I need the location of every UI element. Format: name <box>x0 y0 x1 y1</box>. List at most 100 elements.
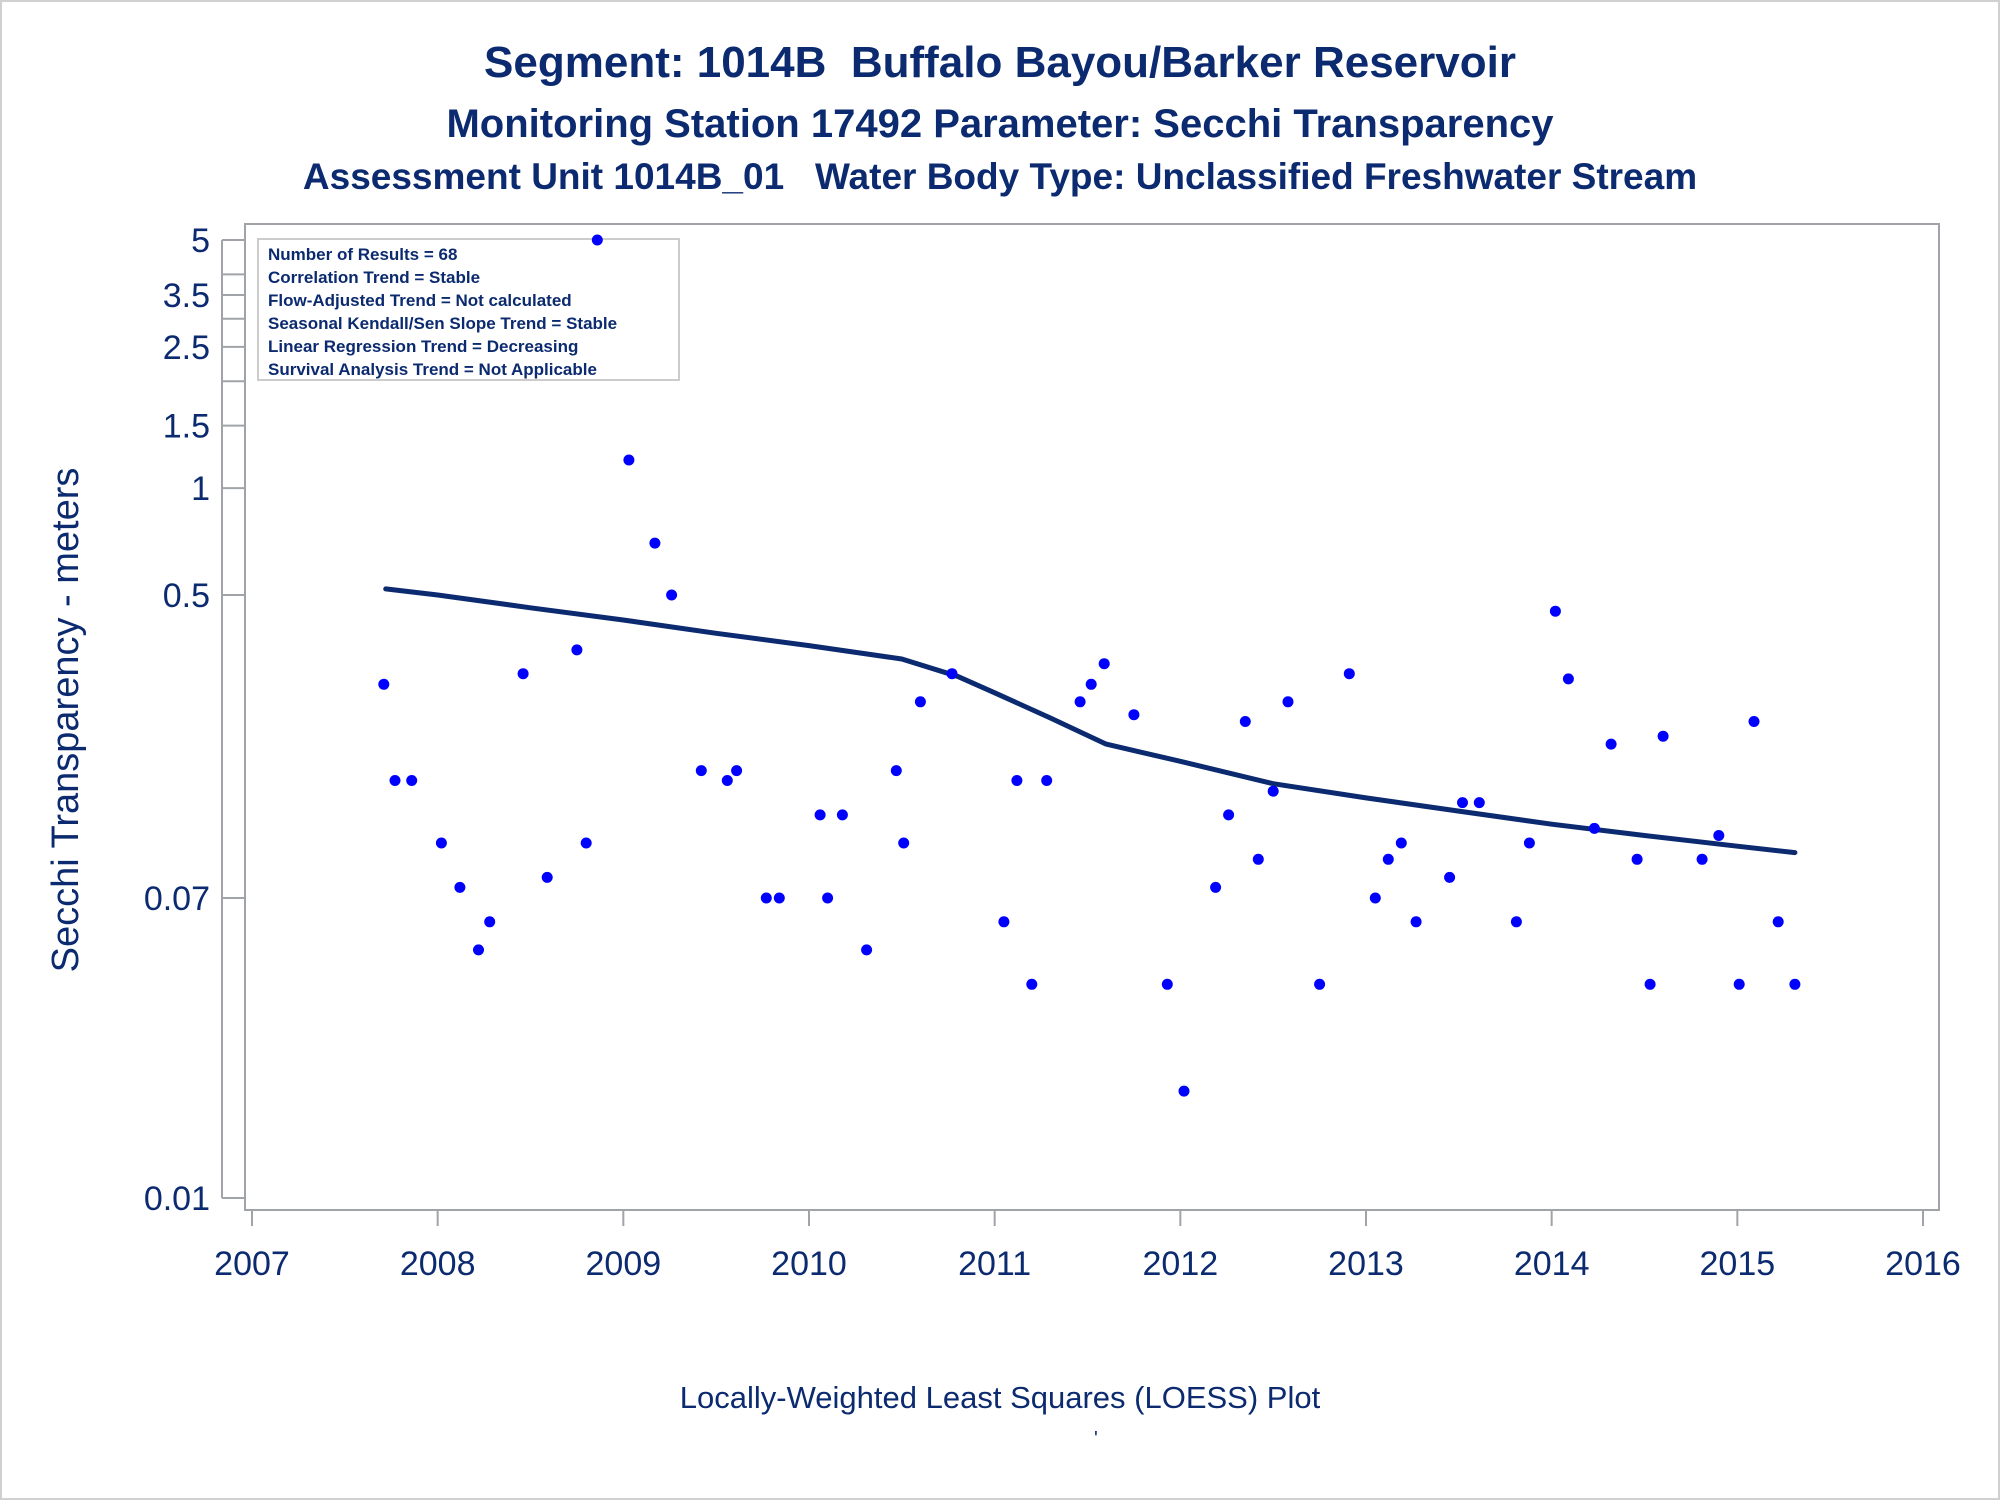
data-point <box>1041 775 1053 786</box>
data-point <box>1314 978 1326 990</box>
x-tick-label: 2010 <box>771 1245 847 1283</box>
data-point <box>1026 978 1038 990</box>
stats-survival-analysis-trend: Survival Analysis Trend = Not Applicable <box>268 360 597 379</box>
data-point <box>814 809 826 821</box>
x-tick-label: 2007 <box>214 1245 290 1283</box>
data-point <box>1657 730 1669 742</box>
data-point <box>1713 830 1725 841</box>
data-point <box>1267 785 1279 797</box>
stats-number-of-results: Number of Results = 68 <box>268 245 457 264</box>
x-tick-label: 2009 <box>586 1245 662 1283</box>
data-point <box>571 644 583 656</box>
data-point <box>1733 978 1745 990</box>
data-point <box>1510 916 1522 928</box>
trend-statistics-box: Number of Results = 68 Correlation Trend… <box>257 238 680 381</box>
data-point <box>1011 775 1023 786</box>
data-point <box>1644 978 1656 990</box>
chart-subtitle-assessment: Assessment Unit 1014B_01 Water Body Type… <box>302 156 1698 197</box>
data-point <box>389 775 401 786</box>
data-point <box>1748 716 1760 727</box>
data-point <box>773 892 785 904</box>
data-point <box>1457 797 1468 809</box>
data-point <box>1210 881 1222 893</box>
y-tick-label: 1 <box>191 470 210 508</box>
data-point <box>1098 658 1110 670</box>
x-tick-label: 2012 <box>1143 1245 1219 1283</box>
data-point <box>1772 916 1784 928</box>
data-point <box>406 775 418 786</box>
data-point <box>1605 738 1617 750</box>
data-point <box>1085 678 1097 690</box>
data-point <box>1282 696 1294 708</box>
data-point <box>1382 853 1394 865</box>
y-tick-label: 5 <box>191 222 210 260</box>
data-point <box>649 537 661 549</box>
stats-linear-regression-trend: Linear Regression Trend = Decreasing <box>268 337 578 356</box>
y-tick-label: 1.5 <box>163 408 210 446</box>
x-tick-label: 2015 <box>1700 1245 1776 1283</box>
data-point <box>1631 853 1643 865</box>
data-point <box>1549 605 1561 617</box>
data-point <box>1223 809 1235 821</box>
data-point <box>454 881 466 893</box>
data-point <box>1562 673 1574 685</box>
data-point <box>760 892 772 904</box>
data-point <box>666 589 678 601</box>
x-tick-label: 2014 <box>1514 1245 1590 1283</box>
y-tick-label: 0.07 <box>144 880 210 918</box>
data-point <box>591 234 603 246</box>
y-axis-label: Secchi Transparency - meters <box>45 468 87 973</box>
y-axis: 0.01 0.07 0.5 1 1.5 2.5 3.5 5 <box>144 222 245 1218</box>
y-tick-label: 0.5 <box>163 577 210 615</box>
y-tick-label: 0.01 <box>144 1180 210 1218</box>
data-point <box>861 944 873 956</box>
data-point <box>1343 668 1355 680</box>
data-point <box>378 678 390 690</box>
data-point <box>1523 837 1535 849</box>
data-point <box>998 916 1010 928</box>
data-point <box>836 809 848 821</box>
data-point <box>435 837 447 849</box>
data-point <box>1369 892 1381 904</box>
data-point <box>1239 716 1251 727</box>
data-point <box>890 765 902 777</box>
x-tick-label: 2013 <box>1328 1245 1404 1283</box>
data-point <box>541 871 553 883</box>
data-point <box>580 837 592 849</box>
chart-title: Segment: 1014B Buffalo Bayou/Barker Rese… <box>484 38 1516 87</box>
data-point <box>1444 871 1456 883</box>
data-points <box>378 234 1801 1097</box>
data-point <box>721 775 733 786</box>
y-tick-label: 2.5 <box>163 329 210 367</box>
x-tick-label: 2011 <box>958 1245 1031 1283</box>
data-point <box>473 944 484 956</box>
stats-correlation-trend: Correlation Trend = Stable <box>268 268 480 287</box>
data-point <box>695 765 707 777</box>
data-point <box>822 892 834 904</box>
data-point <box>1252 853 1264 865</box>
data-point <box>484 916 496 928</box>
data-point <box>623 454 635 466</box>
data-point <box>898 837 910 849</box>
data-point <box>1588 822 1600 834</box>
data-point <box>946 668 958 680</box>
x-tick-label: 2016 <box>1885 1245 1961 1283</box>
loess-trend-line <box>383 586 1798 856</box>
data-point <box>731 765 743 777</box>
data-point <box>1696 853 1708 865</box>
y-tick-label: 3.5 <box>163 277 210 315</box>
chart-subtitle-station: Monitoring Station 17492 Parameter: Secc… <box>446 102 1554 146</box>
x-tick-label: 2008 <box>400 1245 476 1283</box>
stats-flow-adjusted-trend: Flow-Adjusted Trend = Not calculated <box>268 291 572 310</box>
stats-box-border <box>257 238 680 381</box>
data-point <box>1410 916 1422 928</box>
stats-seasonal-kendall-trend: Seasonal Kendall/Sen Slope Trend = Stabl… <box>268 314 617 333</box>
data-point <box>1161 978 1173 990</box>
data-point <box>1789 978 1801 990</box>
data-point <box>1128 709 1140 721</box>
data-point <box>517 668 529 680</box>
x-axis: 2007 2008 2009 2010 2011 2012 2013 2014 2015 2016 <box>214 1209 1961 1283</box>
data-point <box>1178 1085 1190 1097</box>
plot-footnote: Locally-Weighted Least Squares (LOESS) P… <box>679 1380 1321 1415</box>
